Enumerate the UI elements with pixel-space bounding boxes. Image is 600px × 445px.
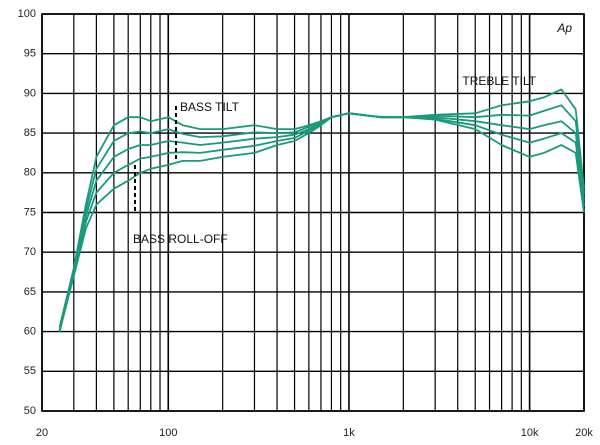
annotation: TREBLE TILT	[462, 74, 536, 88]
response-curve	[58, 104, 585, 332]
x-tick-label: 100	[159, 427, 177, 439]
response-curve	[58, 112, 585, 332]
y-tick-label: 70	[24, 246, 36, 258]
y-tick-label: 50	[24, 405, 36, 417]
y-tick-label: 80	[24, 167, 36, 179]
y-tick-label: 85	[24, 127, 36, 139]
logo: Ap	[556, 21, 572, 35]
y-tick-label: 100	[18, 8, 36, 20]
response-curve	[58, 112, 585, 332]
x-tick-label: 10k	[521, 427, 539, 439]
y-tick-label: 60	[24, 326, 36, 338]
y-tick-label: 75	[24, 206, 36, 218]
response-curve	[58, 112, 585, 332]
grid	[41, 13, 585, 412]
x-tick-label: 20k	[575, 427, 593, 439]
response-curve	[58, 88, 585, 328]
labels: 50 55 60 65 70 75 80 85 90 95 100 20 100 1k 10k 20k BASS…	[18, 8, 594, 439]
y-tick-label: 95	[24, 48, 36, 60]
y-tick-label: 55	[24, 365, 36, 377]
plot	[58, 88, 585, 332]
x-tick-label: 1k	[343, 427, 355, 439]
annotation: BASS TILT	[180, 100, 240, 114]
annotation: BASS ROLL-OFF	[133, 232, 228, 246]
x-tick-label: 20	[36, 427, 48, 439]
y-tick-label: 90	[24, 87, 36, 99]
y-tick-label: 65	[24, 286, 36, 298]
